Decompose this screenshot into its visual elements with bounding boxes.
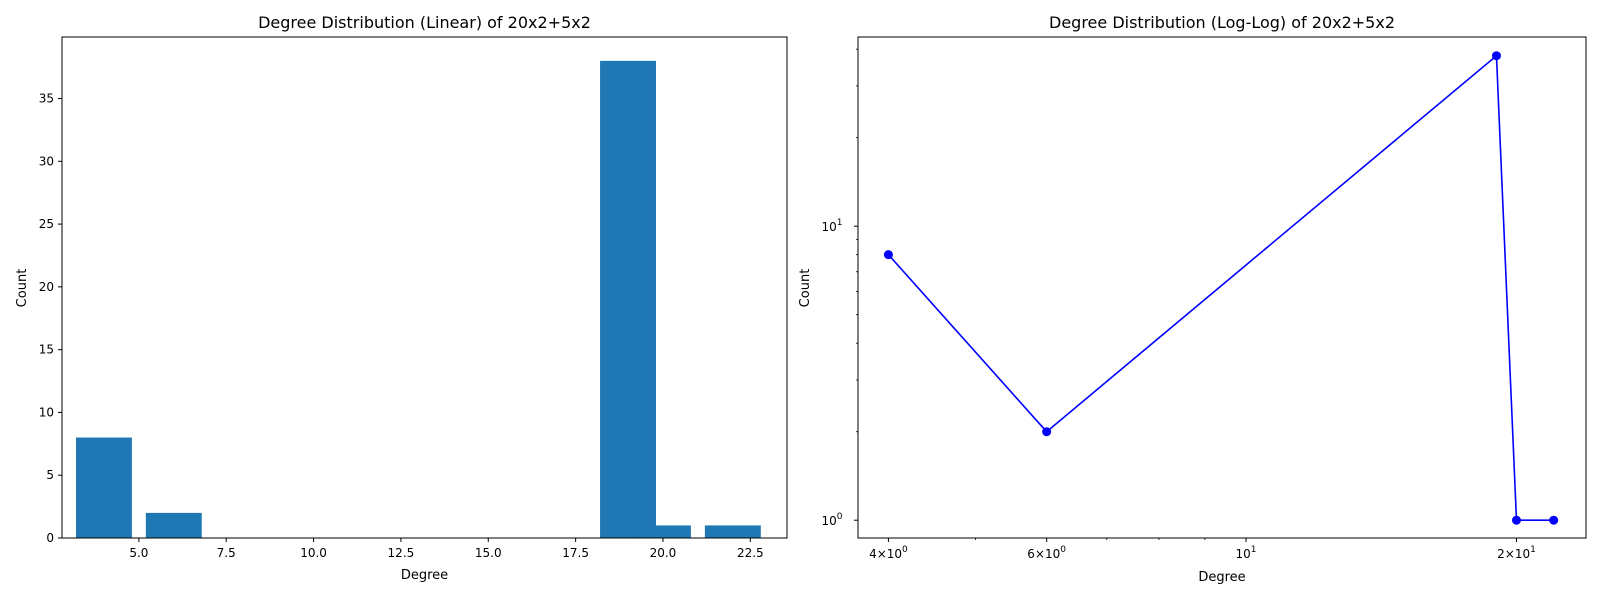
loglog-point-degree-4 [883, 250, 893, 260]
linear-x-tick-label: 12.5 [388, 546, 415, 560]
loglog-plot-frame [857, 36, 1587, 539]
linear-y-tick-label: 25 [39, 217, 54, 231]
linear-y-tick-label: 30 [39, 154, 54, 168]
loglog-y-tick-label: 100 [821, 512, 842, 528]
loglog-y-tick-label: 101 [821, 218, 842, 234]
loglog-point-degree-19 [1491, 51, 1501, 61]
loglog-x-tick-label: 101 [1235, 545, 1256, 561]
bar-degree-20 [635, 525, 691, 538]
loglog-series [883, 51, 1559, 525]
loglog-degree-chart: Degree Distribution (Log-Log) of 20x2+5x… [798, 13, 1587, 585]
linear-y-axis-label: Count [15, 269, 30, 308]
linear-degree-chart: Degree Distribution (Linear) of 20x2+5x2… [15, 13, 788, 583]
linear-x-tick-label: 22.5 [737, 546, 764, 560]
loglog-x-tick-label: 4×100 [869, 545, 908, 561]
linear-y-tick-label: 0 [46, 531, 54, 545]
linear-chart-title: Degree Distribution (Linear) of 20x2+5x2 [258, 13, 591, 32]
linear-y-tick-label: 20 [39, 280, 54, 294]
linear-x-tick-label: 15.0 [475, 546, 502, 560]
linear-x-tick-label: 17.5 [562, 546, 589, 560]
linear-y-tick-label: 10 [39, 405, 54, 419]
linear-x-axis-label: Degree [401, 568, 448, 583]
linear-y-tick-label: 15 [39, 343, 54, 357]
loglog-chart-title: Degree Distribution (Log-Log) of 20x2+5x… [1049, 13, 1395, 32]
linear-y-tick-label: 35 [39, 92, 54, 106]
bar-degree-4 [75, 437, 132, 538]
linear-bars [75, 60, 761, 538]
loglog-x-tick-label: 2×101 [1497, 545, 1536, 561]
loglog-x-tick-label: 6×100 [1027, 545, 1066, 561]
linear-y-ticks: 0 5 10 15 20 25 30 35 [39, 92, 62, 545]
bar-degree-22 [704, 525, 761, 538]
loglog-point-degree-22 [1549, 515, 1559, 525]
linear-x-ticks: 5.0 7.5 10.0 12.5 15.0 17.5 20.0 22.5 [129, 538, 764, 560]
loglog-y-ticks: 100 101 [821, 48, 858, 528]
bar-degree-19 [600, 60, 656, 538]
loglog-point-degree-6 [1042, 427, 1052, 437]
bar-degree-6 [145, 512, 202, 538]
loglog-series-line [887, 54, 1554, 522]
loglog-x-axis-label: Degree [1198, 570, 1245, 585]
loglog-point-degree-20 [1511, 515, 1521, 525]
linear-y-tick-label: 5 [46, 468, 54, 482]
linear-x-tick-label: 20.0 [650, 546, 677, 560]
linear-plot-frame [61, 36, 788, 539]
linear-x-tick-label: 10.0 [300, 546, 327, 560]
linear-x-tick-label: 7.5 [217, 546, 236, 560]
loglog-y-axis-label: Count [798, 269, 813, 308]
loglog-x-ticks: 4×100 6×100 101 2×101 [869, 538, 1536, 561]
linear-x-tick-label: 5.0 [129, 546, 148, 560]
